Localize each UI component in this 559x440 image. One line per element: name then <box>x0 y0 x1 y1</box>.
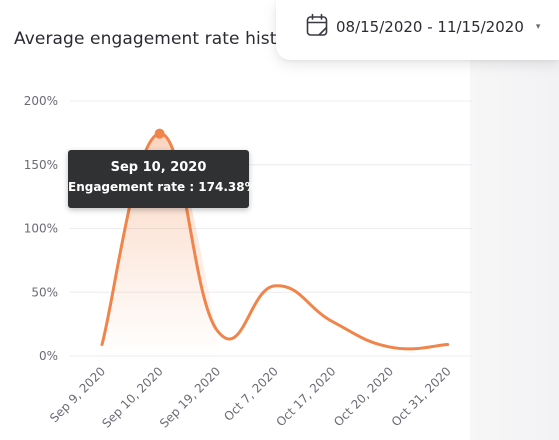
y-tick-label: 50% <box>31 285 58 299</box>
tooltip-value: Engagement rate : 174.38% <box>68 180 257 194</box>
data-point-highlighted[interactable] <box>154 128 165 139</box>
y-tick-label: 100% <box>24 222 58 236</box>
chevron-down-icon: ▾ <box>535 22 541 32</box>
y-tick-label: 200% <box>24 94 58 108</box>
y-tick-label: 150% <box>24 158 58 172</box>
y-axis-ticks: 0% 50% 100% 150% 200% <box>24 94 58 363</box>
chart-title: Average engagement rate histo <box>14 29 288 49</box>
date-range-popover: 08/15/2020 - 11/15/2020 ▾ <box>276 0 559 60</box>
tooltip-date: Sep 10, 2020 <box>110 160 207 175</box>
date-range-text: 08/15/2020 - 11/15/2020 <box>336 18 524 36</box>
x-tick-label: Oct 17, 2020 <box>273 364 338 429</box>
date-range-picker[interactable]: 08/15/2020 - 11/15/2020 ▾ <box>306 13 541 41</box>
x-tick-label: Sep 19, 2020 <box>157 364 223 430</box>
peak-area-fill <box>102 133 218 356</box>
calendar-icon <box>306 13 328 41</box>
x-tick-label: Oct 20, 2020 <box>331 364 396 429</box>
chart-tooltip: Sep 10, 2020 Engagement rate : 174.38% <box>68 150 257 208</box>
right-backdrop <box>470 0 559 440</box>
data-points <box>154 128 165 139</box>
x-tick-label: Sep 9, 2020 <box>47 364 108 425</box>
x-tick-label: Oct 7, 2020 <box>221 364 281 424</box>
x-tick-label: Oct 31, 2020 <box>389 364 454 429</box>
y-tick-label: 0% <box>39 349 58 363</box>
